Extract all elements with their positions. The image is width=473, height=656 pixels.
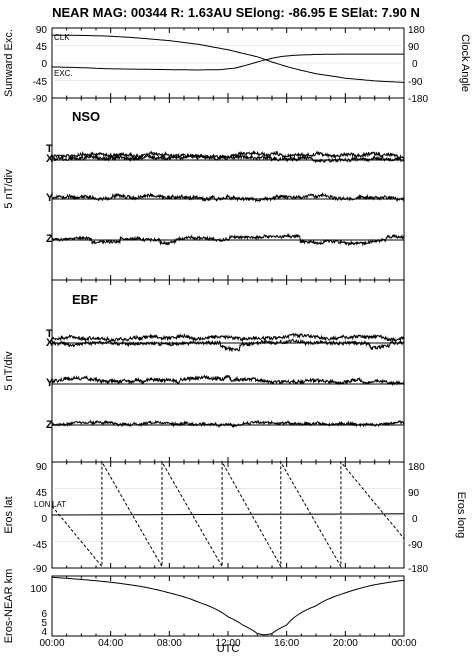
nso-x-label: X [46, 153, 54, 165]
p4-right-tick: 0 [412, 514, 418, 525]
p1-right-tick: -90 [408, 77, 423, 88]
nso-t-label: T [46, 143, 53, 155]
ebf-z-label: Z [46, 419, 53, 431]
p4-right-tick: 90 [408, 488, 420, 499]
panel-ebf: EBF 5 nT/div T X Y Z [3, 279, 405, 463]
x-axis-label: UTC [217, 643, 240, 655]
p1-left-tick: -45 [33, 77, 48, 88]
ebf-x-trace [51, 338, 405, 353]
p1-right-tick: -180 [408, 94, 428, 105]
p4-left-tick: -90 [33, 564, 48, 575]
p1-left-axis-label: Sunward Exc. [3, 29, 15, 97]
p5-tick: 6 [41, 609, 47, 620]
p1-right-tick: 0 [412, 59, 418, 70]
panel5-frame [51, 575, 405, 637]
ebf-ylabel: 5 nT/div [3, 351, 15, 391]
distance-series-line [51, 576, 405, 636]
panel-eros-near-distance: 100 6 5 4 Eros-NEAR km [3, 569, 405, 644]
p4-left-axis-label: Eros lat [3, 496, 15, 533]
ebf-t-trace [52, 332, 405, 343]
p1-left-tick: 0 [41, 59, 47, 70]
panel-eros-lat-long: 90 45 0 -45 -90 180 90 0 -90 -180 Eros l… [3, 460, 467, 575]
clk-series-line [52, 34, 405, 83]
p1-left-tick: 45 [36, 42, 48, 53]
p5-tick: 100 [30, 584, 47, 595]
p4-left-tick: 0 [41, 514, 47, 525]
p1-left-tick: -90 [33, 94, 48, 105]
p5-tick: 4 [41, 627, 47, 638]
exc-series-line [51, 53, 404, 71]
p4-lon-tag: LON [34, 500, 51, 509]
p4-right-tick: 180 [408, 462, 425, 473]
nso-z-trace [51, 232, 405, 247]
p4-left-tick: -45 [33, 540, 48, 551]
nso-ylabel: 5 nT/div [3, 169, 15, 209]
x-tick-label: 08:00 [157, 638, 182, 649]
chart-title: NEAR MAG: 00344 R: 1.63AU SElong: -86.95… [52, 5, 420, 20]
p1-right-axis-label: Clock Angle [459, 34, 471, 92]
ebf-t-label: T [46, 328, 53, 340]
panel-sunward-clock: 90 45 0 -45 -90 180 90 0 -90 -180 Sunwar… [3, 25, 471, 105]
panel3-frame [51, 279, 405, 463]
p1-clk-tag: CLK [54, 33, 70, 42]
p4-left-tick: 90 [36, 462, 48, 473]
ebf-x-label: X [46, 337, 54, 349]
p5-axis-label: Eros-NEAR km [3, 569, 15, 644]
nso-y-label: Y [46, 192, 54, 204]
x-tick-label: 16:00 [274, 638, 299, 649]
ebf-y-trace [51, 374, 405, 387]
p4-right-tick: -90 [408, 540, 423, 551]
lat-series-line [51, 513, 405, 516]
p4-left-tick: 45 [36, 488, 48, 499]
nso-y-trace [51, 192, 405, 203]
ebf-y-label: Y [46, 377, 54, 389]
p1-left-tick: 90 [36, 25, 48, 36]
p1-right-tick: 180 [408, 25, 425, 36]
x-tick-label: 20:00 [333, 638, 358, 649]
x-tick-label: 04:00 [98, 638, 123, 649]
p4-lat-tag: LAT [52, 500, 66, 509]
panel-nso: NSO 5 nT/div T X Y Z [3, 97, 405, 281]
p1-right-tick: 90 [408, 42, 420, 53]
nso-z-label: Z [46, 233, 53, 245]
p4-right-tick: -180 [408, 564, 428, 575]
nso-x-trace [51, 153, 405, 164]
x-tick-label: 12:00 [215, 638, 240, 649]
p4-right-axis-label: Eros long [455, 492, 467, 538]
nso-panel-label: NSO [72, 109, 100, 124]
ebf-panel-label: EBF [72, 292, 98, 307]
p5-tick: 5 [41, 618, 47, 629]
panel2-frame [51, 97, 405, 281]
p1-exc-tag: EXC. [54, 69, 73, 78]
ebf-z-trace [51, 419, 405, 429]
x-tick-label: 00:00 [391, 638, 416, 649]
x-tick-label: 00:00 [39, 638, 64, 649]
nso-t-trace [51, 149, 405, 161]
x-tick-labels: 00:00 04:00 08:00 12:00 16:00 20:00 00:00 [39, 638, 416, 649]
